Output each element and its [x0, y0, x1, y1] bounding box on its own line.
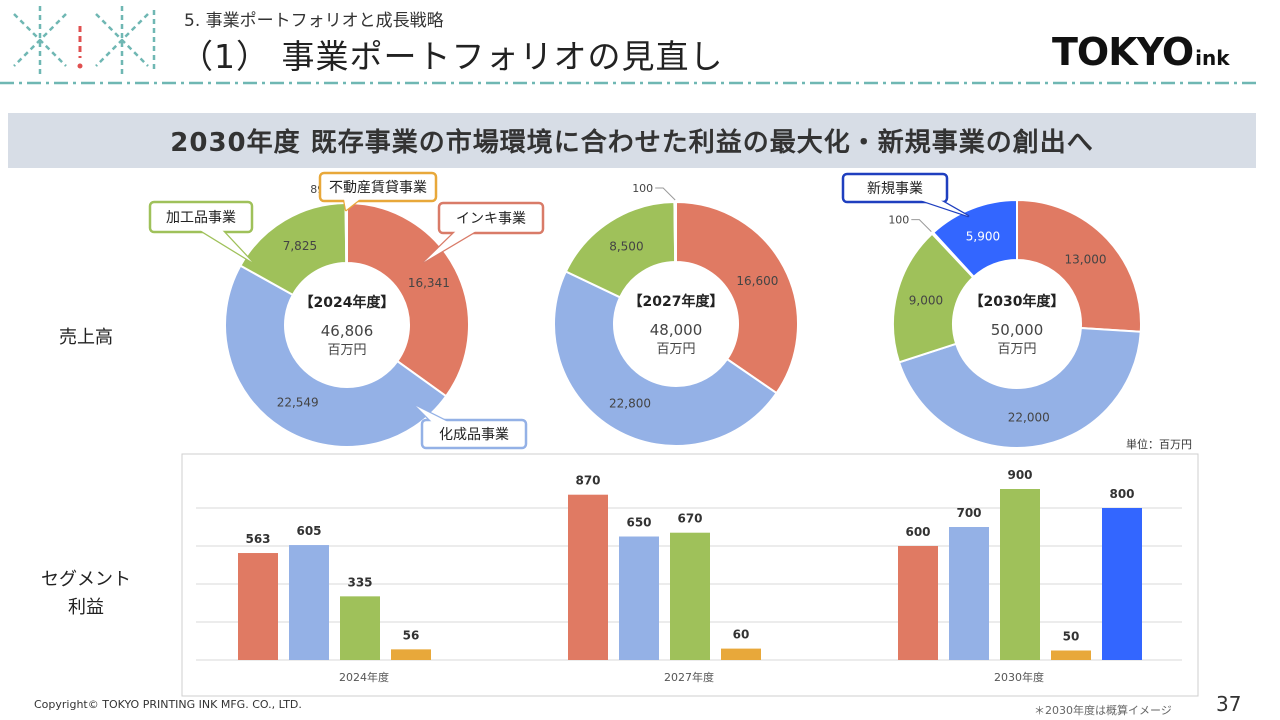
- section-title: 5. 事業ポートフォリオと成長戦略: [184, 11, 444, 31]
- unit-label: 単位：百万円: [1126, 438, 1192, 451]
- bar-data-label: 700: [956, 506, 981, 520]
- pie-data-label: 5,900: [966, 229, 1000, 243]
- bar-data-label: 800: [1109, 487, 1134, 501]
- bar-data-label: 563: [245, 532, 270, 546]
- pie-slice: [673, 200, 677, 264]
- pie-leader-line: [655, 187, 676, 201]
- callout-real-estate-tail-fill: [344, 199, 360, 210]
- pie-data-label: 8,500: [609, 240, 643, 254]
- pie-slice: [553, 270, 778, 447]
- bar: [670, 532, 710, 660]
- bar-data-label: 650: [626, 516, 651, 530]
- row-label-sales: 売上高: [59, 327, 113, 348]
- pie-data-label: 100: [888, 214, 909, 227]
- summary-banner: 2030年度 既存事業の市場環境に合わせた利益の最大化・新規事業の創出へ: [8, 113, 1256, 168]
- callout-ink-tail-fill: [424, 231, 476, 262]
- pie-center-unit: 百万円: [656, 342, 695, 357]
- bar: [568, 494, 608, 660]
- bar-data-label: 670: [677, 512, 702, 526]
- bar: [289, 545, 329, 660]
- pie-center-unit: 百万円: [997, 342, 1036, 357]
- pie-slice: [931, 198, 1018, 279]
- logo-main-text: TOKYO: [1052, 30, 1194, 74]
- bar-data-label: 605: [296, 524, 321, 538]
- callout-new: [841, 172, 949, 204]
- page-title: （1） 事業ポートフォリオの見直し: [180, 37, 724, 76]
- banner-text: 2030年度 既存事業の市場環境に合わせた利益の最大化・新規事業の創出へ: [170, 128, 1094, 158]
- bar-data-label: 56: [403, 628, 420, 642]
- header-decoration: [13, 6, 156, 74]
- pie-center-total: 46,806: [321, 322, 374, 340]
- bar: [1102, 508, 1142, 660]
- pie-slice: [897, 326, 1142, 450]
- bar: [340, 596, 380, 660]
- logo-sub-text: ink: [1195, 46, 1230, 70]
- callout-chemical: [420, 418, 528, 450]
- bar: [1051, 650, 1091, 660]
- bar-data-label: 900: [1007, 468, 1032, 482]
- callout-processed: [148, 200, 254, 234]
- pie-data-label: 100: [632, 182, 653, 195]
- bar: [1000, 489, 1040, 660]
- bar: [238, 553, 278, 660]
- pie-data-label: 16,341: [408, 276, 450, 290]
- pie-slice: [224, 264, 448, 448]
- page-number: 37: [1216, 692, 1242, 716]
- bar-category-label: 2027年度: [664, 670, 714, 684]
- header-divider: [0, 81, 1256, 85]
- company-logo: TOKYO ink: [1052, 30, 1230, 74]
- bar: [619, 536, 659, 660]
- row-label-segment-line2: 利益: [68, 597, 104, 618]
- callout-ink-text: インキ事業: [456, 211, 526, 227]
- callout-new-tail-fill: [920, 200, 968, 216]
- pie-slice: [892, 232, 975, 364]
- pie-slice: [675, 200, 799, 395]
- pie-center-total: 50,000: [991, 321, 1044, 339]
- bar-category-label: 2024年度: [339, 670, 389, 684]
- pie-data-label: 16,600: [736, 274, 778, 288]
- pie-data-label: 22,000: [1008, 410, 1050, 424]
- pie-data-label: 9,000: [909, 294, 943, 308]
- pie-data-label: 22,549: [277, 396, 319, 410]
- callout-ink: [437, 201, 545, 235]
- row-label-segment-line1: セグメント: [41, 569, 131, 590]
- pie-center-unit: 百万円: [327, 343, 366, 358]
- bar-data-label: 60: [733, 628, 750, 642]
- callout-new-text: 新規事業: [867, 181, 923, 197]
- pie-center-total: 48,000: [650, 321, 703, 339]
- callout-processed-text: 加工品事業: [166, 210, 236, 226]
- bar: [898, 546, 938, 660]
- footnote: ＊2030年度は概算イメージ: [1034, 704, 1172, 717]
- pie-leader-line: [911, 219, 932, 232]
- bar-data-label: 335: [347, 575, 372, 589]
- callout-chemical-text: 化成品事業: [439, 427, 509, 443]
- callout-processed-tail-fill: [200, 230, 252, 262]
- copyright: Copyright© TOKYO PRINTING INK MFG. CO., …: [34, 698, 302, 711]
- pie-center-year: 【2027年度】: [629, 293, 724, 310]
- bar: [949, 527, 989, 660]
- callout-chemical-tail-fill: [416, 406, 448, 422]
- row-label-segment-profit: セグメント 利益: [28, 566, 144, 622]
- bar-data-label: 50: [1063, 630, 1080, 644]
- bar-data-label: 870: [575, 474, 600, 488]
- bar-data-label: 600: [905, 525, 930, 539]
- callout-real-estate-text: 不動産賃貸事業: [329, 180, 427, 196]
- callout-real-estate: [318, 171, 438, 203]
- bar-category-label: 2030年度: [994, 670, 1044, 684]
- bar: [721, 648, 761, 660]
- pie-data-label: 7,825: [283, 239, 317, 253]
- pie-data-label: 13,000: [1065, 253, 1107, 267]
- pie-slice: [344, 201, 348, 265]
- bar: [391, 649, 431, 660]
- pie-data-label: 22,800: [609, 397, 651, 411]
- pie-slice: [1016, 198, 1142, 333]
- pie-center-year: 【2030年度】: [970, 293, 1065, 310]
- pie-center-year: 【2024年度】: [300, 294, 395, 311]
